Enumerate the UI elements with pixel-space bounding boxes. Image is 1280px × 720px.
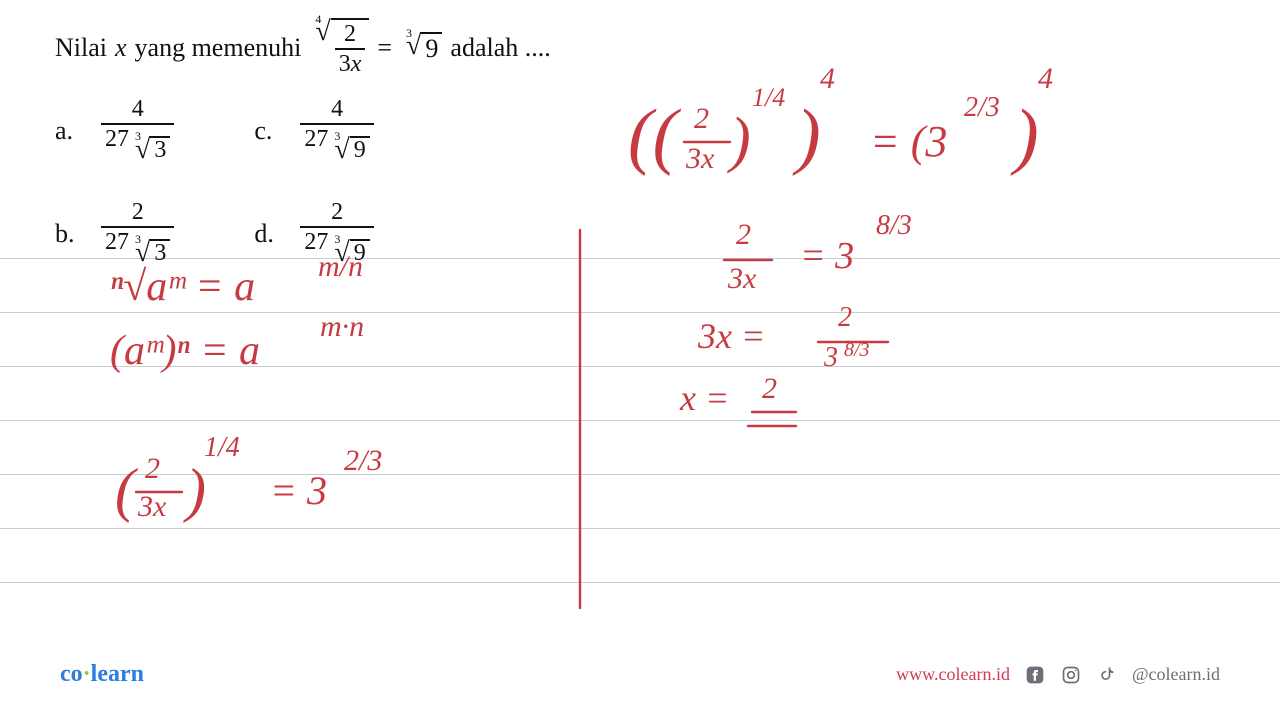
footer: co·learn www.colearn.id @colearn.id xyxy=(0,661,1280,688)
option-b-den-coef: 27 xyxy=(105,229,129,255)
facebook-icon[interactable] xyxy=(1024,664,1046,686)
question-line: Nilai x yang memenuhi 4 √ 2 3x = 3 √ 9 a… xyxy=(55,18,551,78)
logo-learn: learn xyxy=(91,661,144,687)
logo-dot: · xyxy=(83,661,91,687)
option-b-label: b. xyxy=(55,219,83,249)
rhs-radical-index: 3 xyxy=(406,26,412,41)
option-c-num: 4 xyxy=(327,95,347,123)
lhs-frac-den-coef: 3 xyxy=(339,51,351,77)
equals-sign: = xyxy=(377,33,392,63)
instagram-icon[interactable] xyxy=(1060,664,1082,686)
answer-options: a. 4 273√3 c. 4 273√9 xyxy=(55,95,374,301)
question-prefix: Nilai xyxy=(55,33,107,63)
lhs-frac-num: 2 xyxy=(340,20,360,48)
question-suffix: adalah .... xyxy=(450,33,550,63)
brand-logo: co·learn xyxy=(60,661,144,688)
option-d-label: d. xyxy=(254,219,282,249)
option-a-label: a. xyxy=(55,116,83,146)
option-b-num: 2 xyxy=(128,198,148,226)
option-b: b. 2 273√3 xyxy=(55,198,174,269)
option-a-num: 4 xyxy=(128,95,148,123)
question-mid: yang memenuhi xyxy=(135,33,302,63)
option-a: a. 4 273√3 xyxy=(55,95,174,166)
option-c: c. 4 273√9 xyxy=(254,95,373,166)
option-a-den-coef: 27 xyxy=(105,126,129,152)
footer-handle: @colearn.id xyxy=(1132,664,1220,685)
lhs-radical-index: 4 xyxy=(315,12,321,27)
question-variable: x xyxy=(115,33,127,63)
option-d-num: 2 xyxy=(327,198,347,226)
lhs-frac-den-x: x xyxy=(351,51,362,77)
option-c-label: c. xyxy=(254,116,282,146)
lhs-radical: 4 √ 2 3x xyxy=(309,18,369,78)
lhs-fraction: 2 3x xyxy=(335,20,366,78)
tiktok-icon[interactable] xyxy=(1096,664,1118,686)
rhs-radical: 3 √ 9 xyxy=(400,32,442,64)
option-d-den-coef: 27 xyxy=(304,229,328,255)
logo-co: co xyxy=(60,661,83,687)
rhs-radical-body: 9 xyxy=(421,32,442,64)
footer-url[interactable]: www.colearn.id xyxy=(896,664,1010,685)
option-c-den-coef: 27 xyxy=(304,126,328,152)
option-d: d. 2 273√9 xyxy=(254,198,373,269)
